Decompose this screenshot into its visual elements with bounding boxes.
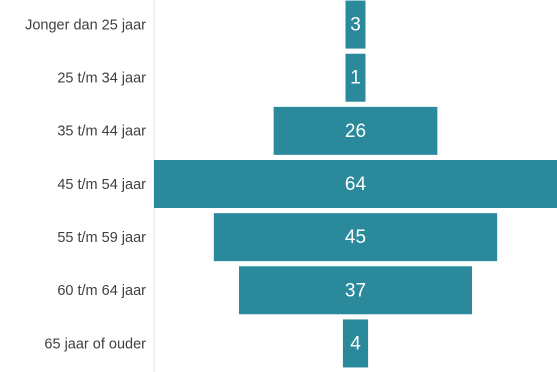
value-label-0: 3 [350,15,361,36]
bar-3 [154,160,557,208]
category-label-6: 65 jaar of ouder [44,336,146,352]
bar-5 [239,266,472,315]
bars-group: 3 1 26 64 45 37 4 [154,0,557,368]
category-label-5: 60 t/m 64 jaar [57,283,146,299]
value-label-2: 26 [345,121,366,142]
value-label-1: 1 [350,68,361,89]
bar-2 [273,106,438,155]
value-label-4: 45 [345,227,366,248]
bar-1 [345,53,366,102]
category-label-1: 25 t/m 34 jaar [57,71,146,87]
bar-6 [342,319,369,368]
category-labels-group: Jonger dan 25 jaar 25 t/m 34 jaar 35 t/m 4… [25,17,146,352]
category-label-2: 35 t/m 44 jaar [57,124,146,140]
bar-4 [213,213,498,262]
value-label-5: 37 [345,280,366,301]
bar-0 [345,0,366,49]
value-label-3: 64 [345,174,367,195]
category-label-0: Jonger dan 25 jaar [25,17,146,33]
category-label-3: 45 t/m 54 jaar [57,177,146,193]
category-label-4: 55 t/m 59 jaar [57,230,146,246]
value-label-6: 4 [350,333,361,354]
